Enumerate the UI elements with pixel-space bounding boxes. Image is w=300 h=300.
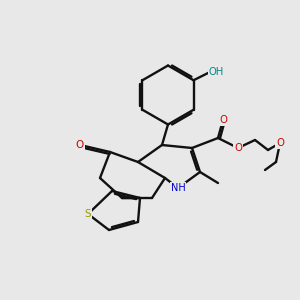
Text: O: O <box>234 143 242 153</box>
Text: O: O <box>276 138 284 148</box>
Text: OH: OH <box>209 67 224 77</box>
Text: S: S <box>85 209 91 219</box>
Text: O: O <box>219 115 227 125</box>
Text: O: O <box>76 140 84 150</box>
Text: NH: NH <box>171 183 185 193</box>
